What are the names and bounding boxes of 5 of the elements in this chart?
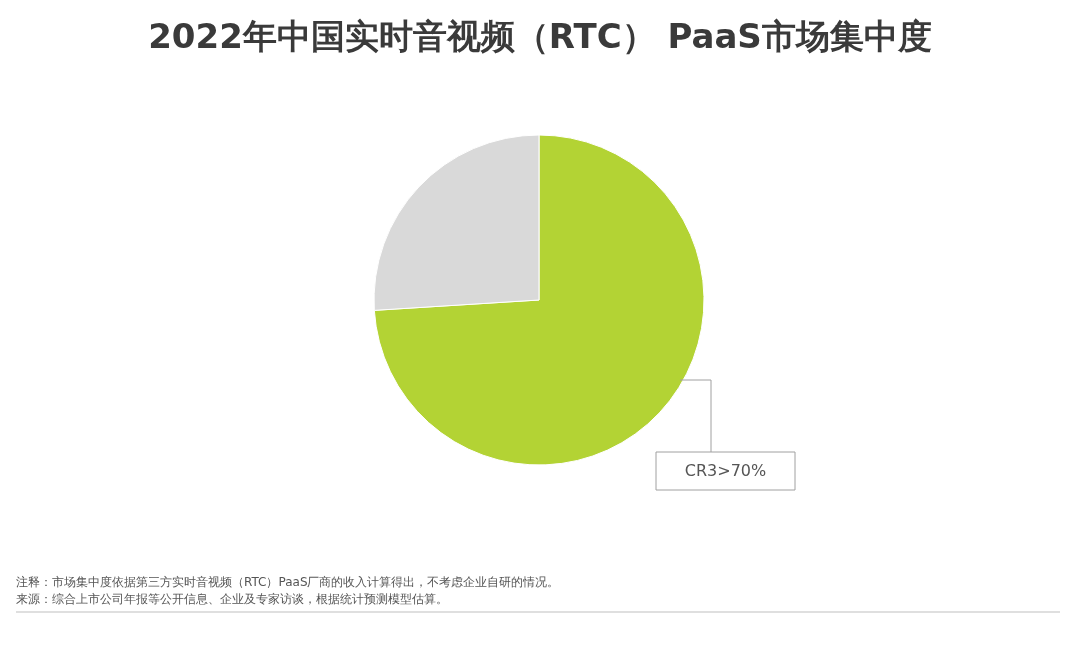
text: 注释：市场集中度依据第三方实时音视频（RTC）PaaS厂商的收入计算得出，不考虑企业自研的情况。 xyxy=(16,575,560,589)
source-note: 来源：综合上市公司年报等公开信息、企业及专家访谈，根据统计预测模型估算。 xyxy=(16,592,448,606)
pie-slice xyxy=(373,134,705,466)
text: CR3>70% xyxy=(684,461,767,480)
chart-title: 2022年中国实时音视频（RTC） PaaS市场集中度 xyxy=(148,16,932,56)
